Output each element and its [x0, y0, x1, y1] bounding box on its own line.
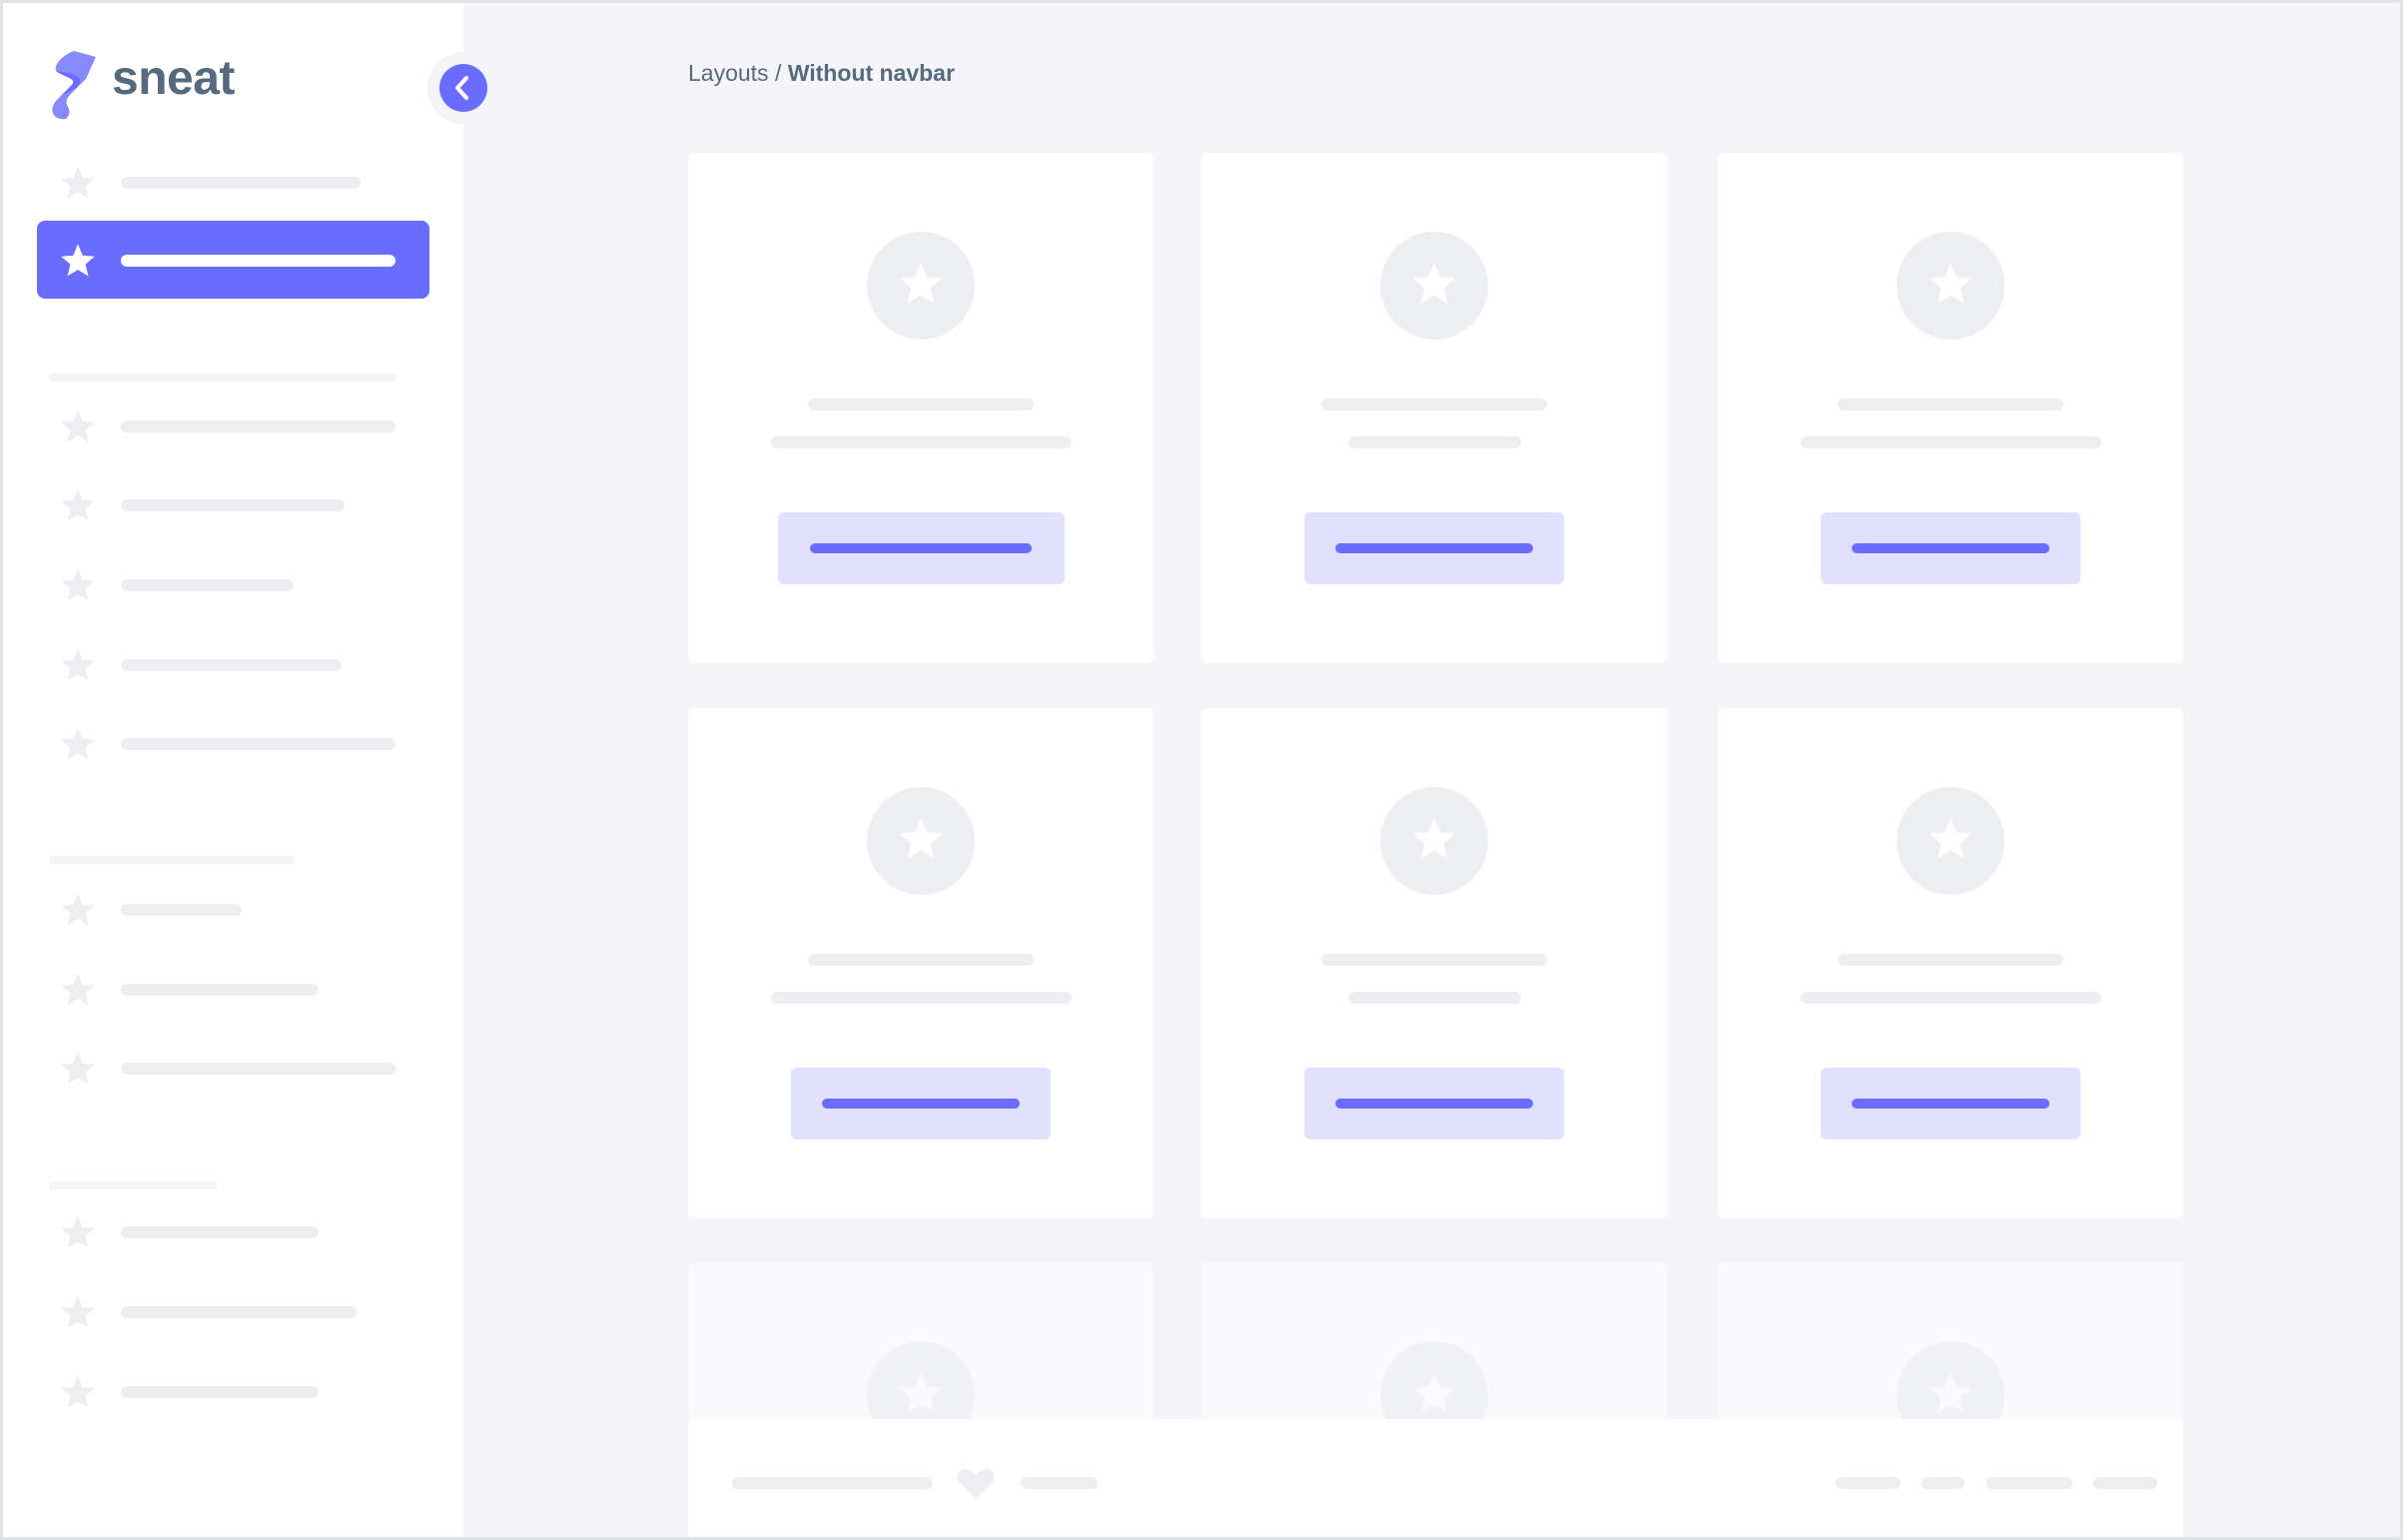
card-title-skeleton	[1321, 954, 1547, 966]
card-button[interactable]	[1821, 1068, 2080, 1140]
sidebar: sneat	[3, 3, 499, 1537]
collapse-sidebar-button[interactable]	[439, 64, 487, 112]
card-title-skeleton	[808, 398, 1034, 410]
card-button[interactable]	[1821, 512, 2080, 584]
sidebar-item-label-skeleton[interactable]	[121, 738, 396, 750]
card-text-skeleton	[770, 436, 1072, 448]
sidebar-item-label-skeleton[interactable]	[121, 659, 342, 671]
card	[1718, 153, 2183, 663]
footer-link-skeleton[interactable]	[1987, 1477, 2072, 1489]
star-icon	[59, 1213, 97, 1251]
sneat-logo-icon	[46, 49, 102, 126]
sidebar-section-header-skeleton	[49, 856, 295, 864]
star-icon	[59, 891, 97, 929]
card-text-skeleton	[1800, 436, 2101, 448]
sidebar-item-label-skeleton[interactable]	[121, 499, 345, 511]
card-text-skeleton	[1347, 992, 1521, 1004]
chevron-left-icon	[455, 76, 468, 100]
sidebar-item-label-skeleton[interactable]	[121, 1306, 357, 1318]
sidebar-section-header-skeleton	[49, 1181, 217, 1189]
sidebar-item-label-skeleton[interactable]	[121, 984, 319, 996]
card-button-label-skeleton	[1335, 543, 1533, 553]
brand-name: sneat	[112, 52, 235, 105]
card-button[interactable]	[777, 512, 1065, 584]
card-title-skeleton	[808, 954, 1034, 966]
card	[1202, 153, 1667, 663]
star-icon	[59, 164, 97, 202]
sidebar-item-label-skeleton[interactable]	[121, 177, 361, 189]
sidebar-item-label-skeleton[interactable]	[121, 1386, 319, 1398]
footer-link-skeleton[interactable]	[1836, 1477, 1901, 1489]
card-button-label-skeleton	[822, 1099, 1020, 1109]
star-icon	[59, 242, 97, 280]
breadcrumb-parent[interactable]: Layouts	[688, 60, 769, 86]
card-title-skeleton	[1321, 398, 1547, 410]
card-avatar	[1897, 787, 2004, 895]
star-icon	[59, 725, 97, 763]
card-text-skeleton	[1800, 992, 2101, 1004]
card-text-skeleton	[1347, 436, 1521, 448]
footer	[688, 1419, 2182, 1537]
star-icon	[59, 566, 97, 604]
card-avatar	[867, 787, 975, 895]
card-button-label-skeleton	[1852, 543, 2049, 553]
card-button[interactable]	[1304, 512, 1564, 584]
card	[688, 708, 1154, 1218]
card-text-skeleton	[770, 992, 1072, 1004]
star-icon	[59, 407, 97, 445]
card-avatar	[1380, 787, 1488, 895]
sidebar-section-header-skeleton	[49, 374, 397, 382]
card-avatar	[867, 232, 975, 340]
card	[1718, 708, 2183, 1218]
card-button-label-skeleton	[1852, 1099, 2049, 1109]
footer-link-skeleton[interactable]	[1021, 1477, 1098, 1489]
sidebar-item-label-skeleton[interactable]	[121, 1226, 319, 1238]
sidebar-item-label-skeleton[interactable]	[121, 1063, 396, 1075]
star-icon	[59, 1373, 97, 1411]
app-window: sneat Layouts / Without navbar	[3, 3, 2400, 1537]
heart-icon	[956, 1467, 996, 1506]
footer-link-skeleton[interactable]	[1922, 1477, 1965, 1489]
card	[688, 153, 1154, 663]
star-icon	[59, 1050, 97, 1088]
footer-text-skeleton	[732, 1477, 933, 1489]
sidebar-item-label-skeleton[interactable]	[121, 255, 396, 267]
star-icon	[59, 1293, 97, 1331]
breadcrumb-current: Without navbar	[787, 60, 955, 86]
card-button[interactable]	[791, 1068, 1051, 1140]
card-avatar	[1897, 232, 2004, 340]
footer-link-skeleton[interactable]	[2093, 1477, 2157, 1489]
star-icon	[59, 646, 97, 684]
breadcrumb: Layouts / Without navbar	[688, 60, 955, 87]
sidebar-item-label-skeleton[interactable]	[121, 904, 242, 916]
card-title-skeleton	[1838, 954, 2063, 966]
card	[1202, 708, 1667, 1218]
card-avatar	[1380, 232, 1488, 340]
card-button-label-skeleton	[1335, 1099, 1533, 1109]
card-button-label-skeleton	[810, 543, 1032, 553]
star-icon	[59, 971, 97, 1009]
card-button[interactable]	[1304, 1068, 1564, 1140]
sidebar-item-label-skeleton[interactable]	[121, 579, 294, 591]
card-title-skeleton	[1838, 398, 2063, 410]
breadcrumb-separator: /	[768, 60, 788, 86]
sidebar-item-label-skeleton[interactable]	[121, 420, 396, 432]
star-icon	[59, 486, 97, 524]
